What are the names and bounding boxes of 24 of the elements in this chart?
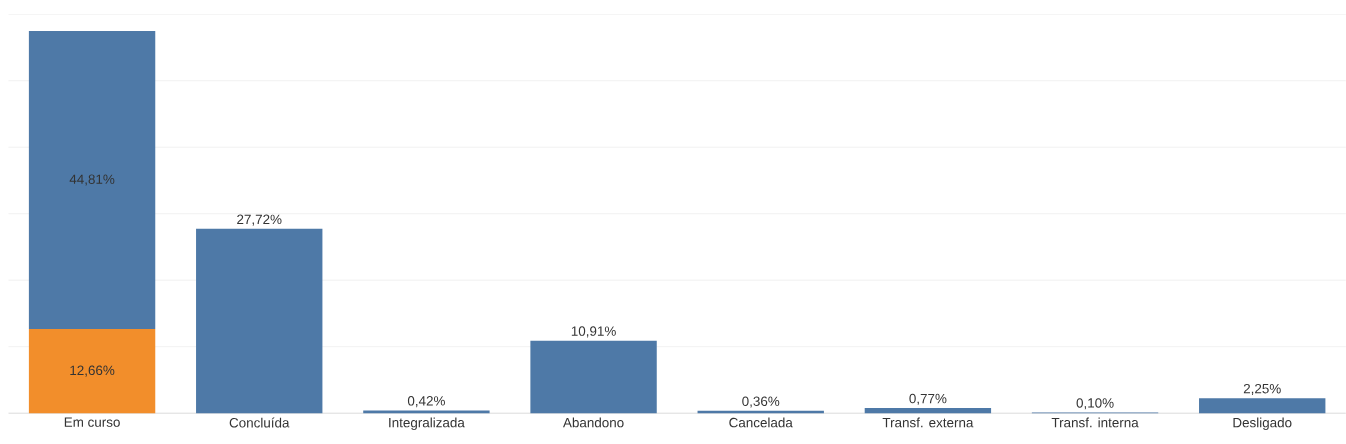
x-tick-label: Integralizada [389,417,465,430]
x-tick-label: Transf. interna [1051,417,1139,428]
data-label: 0,36% [742,396,780,408]
data-label: 27,72% [237,214,282,226]
data-label: 12,66% [70,365,115,377]
bar [1199,398,1326,414]
x-tick-label: Cancelada [729,417,793,428]
data-label: 10,91% [571,326,616,338]
bar [864,408,992,414]
data-label: 0,42% [407,396,445,408]
bar [196,228,323,414]
x-tick-label: Desligado [1233,417,1292,430]
bar [28,328,156,414]
bar [363,410,490,414]
x-tick-label: Transf. externa [882,417,974,428]
x-tick-label: Em curso [64,417,120,427]
data-label: 2,25% [1243,383,1281,395]
x-tick-label: Abandono [562,417,624,428]
x-tick-label: Concluída [229,417,290,428]
bar [28,31,156,329]
data-label: 0,77% [909,393,947,405]
bar [530,340,657,414]
data-label: 0,10% [1076,398,1114,410]
data-label: 44,81% [69,174,115,186]
